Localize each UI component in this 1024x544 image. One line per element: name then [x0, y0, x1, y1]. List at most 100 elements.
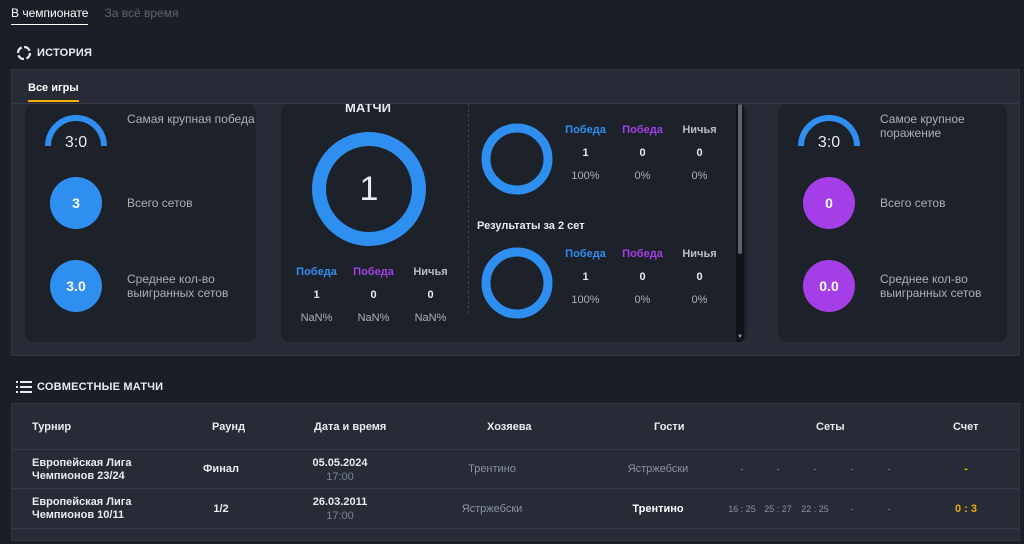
history-tabs: Все игры [12, 70, 1019, 104]
scroll-down-icon[interactable]: ▼ [737, 334, 743, 340]
matches-ring [312, 132, 426, 246]
date: 05.05.2024 [312, 457, 368, 469]
set-score: 16 : 25 [728, 504, 756, 514]
home-team[interactable]: Ястржебски [461, 503, 523, 515]
tournament-line: Чемпионов 10/11 [32, 509, 125, 521]
result-percent: 0% [691, 294, 708, 306]
result-value: 0 [696, 271, 703, 283]
set-score: - [813, 464, 817, 474]
result-header-draw: Ничья [682, 248, 717, 260]
col-round: Раунд [212, 421, 246, 433]
set-score: - [887, 504, 891, 514]
avg-sets-label: Среднее кол-во выигранных сетов [127, 272, 229, 300]
col-tournament: Турнир [32, 421, 72, 433]
biggest-win-gauge: 3:0 [43, 112, 109, 152]
biggest-win-label: Самая крупная победа [127, 112, 255, 126]
total-sets-badge: 3 [50, 177, 102, 229]
joint-matches-title: СОВМЕСТНЫЕ МАТЧИ [37, 381, 164, 393]
time: 17:00 [326, 510, 354, 522]
result-header-draw: Ничья [413, 266, 448, 278]
result-value: 1 [582, 271, 589, 283]
result-percent: NaN% [414, 312, 447, 324]
table-row[interactable]: Европейская Лига Чемпионов 23/24 Финал 0… [12, 450, 1019, 489]
result-header-win-home: Победа [296, 266, 337, 278]
home-team[interactable]: Трентино [468, 463, 516, 475]
result-percent: 0% [634, 170, 651, 182]
biggest-loss-label: Самое крупное поражение [880, 112, 965, 140]
history-heading: ИСТОРИЯ [16, 45, 92, 61]
result-percent: 0% [634, 294, 651, 306]
sets-results-label: Результаты за 2 сет [477, 220, 585, 232]
round-cell: 1/2 [213, 503, 229, 515]
divider [468, 104, 469, 314]
matches-title: МАТЧИ [345, 104, 391, 115]
avg-sets-label: Среднее кол-во выигранных сетов [880, 272, 982, 300]
result-value: 1 [582, 147, 589, 159]
joint-matches-table: Турнир Раунд Дата и время Хозяева Гости … [11, 403, 1020, 541]
avg-sets-badge: 3.0 [50, 260, 102, 312]
result-value: 1 [313, 289, 320, 301]
col-away: Гости [654, 421, 685, 433]
set-score: 25 : 27 [764, 504, 792, 514]
datetime-cell: 26.03.2011 17:00 [290, 495, 390, 523]
result-value: 0 [370, 289, 377, 301]
table-header: Турнир Раунд Дата и время Хозяева Гости … [12, 404, 1019, 450]
result-value: 0 [639, 271, 646, 283]
home-stats-card: 3:0 Самая крупная победа 3 Всего сетов 3… [25, 104, 256, 342]
biggest-loss-gauge: 3:0 [796, 112, 862, 152]
scrollbar-thumb[interactable] [738, 104, 742, 254]
result-header-win-home: Победа [565, 124, 606, 136]
col-home: Хозяева [487, 421, 532, 433]
history-panel: Все игры 3:0 Самая крупная победа 3 Всег… [11, 69, 1020, 356]
total-sets-label: Всего сетов [127, 196, 193, 210]
result-percent: 100% [571, 170, 600, 182]
tab-all-time[interactable]: За всё время [104, 6, 179, 20]
round-cell: Финал [203, 463, 239, 475]
col-sets: Сеты [816, 421, 845, 433]
result-header-draw: Ничья [682, 124, 717, 136]
result-percent: NaN% [357, 312, 390, 324]
result-percent: 100% [571, 294, 600, 306]
tournament-line: Европейская Лига [32, 457, 132, 469]
col-score: Счет [953, 421, 979, 433]
set-score: 22 : 25 [801, 504, 829, 514]
set-score: - [776, 464, 780, 474]
time: 17:00 [326, 471, 354, 483]
tournament-line: Европейская Лига [32, 496, 132, 508]
result-header-win-away: Победа [622, 124, 663, 136]
list-icon [16, 380, 32, 394]
avg-sets-badge: 0.0 [803, 260, 855, 312]
away-team[interactable]: Ястржебски [627, 463, 689, 475]
result-header-win-away: Победа [353, 266, 394, 278]
table-row[interactable]: Европейская Лига Чемпионов 10/11 1/2 26.… [12, 490, 1019, 529]
away-stats-card: 3:0 Самое крупное поражение 0 Всего сето… [778, 104, 1007, 342]
away-team[interactable]: Трентино [632, 503, 684, 515]
set-score: - [887, 464, 891, 474]
scrollbar[interactable]: ▼ [736, 104, 744, 342]
tab-all-games[interactable]: Все игры [28, 82, 79, 102]
result-header-win-away: Победа [622, 248, 663, 260]
tab-in-championship[interactable]: В чемпионате [11, 6, 89, 25]
results-ring-b [481, 247, 553, 319]
joint-matches-heading: СОВМЕСТНЫЕ МАТЧИ [16, 380, 163, 394]
tournament-cell: Европейская Лига Чемпионов 10/11 [32, 496, 131, 522]
tournament-cell: Европейская Лига Чемпионов 23/24 [32, 457, 131, 483]
history-icon [16, 45, 32, 61]
matches-card: МАТЧИ 1 Победа Победа Ничья 1 0 0 NaN% N… [281, 104, 747, 342]
result-percent: NaN% [300, 312, 333, 324]
tournament-line: Чемпионов 23/24 [32, 470, 125, 482]
result-percent: 0% [691, 170, 708, 182]
datetime-cell: 05.05.2024 17:00 [290, 456, 390, 484]
set-score: - [850, 504, 854, 514]
col-datetime: Дата и время [314, 421, 387, 433]
result-value: 0 [639, 147, 646, 159]
result-header-win-home: Победа [565, 248, 606, 260]
results-ring-a [481, 123, 553, 195]
result-value: 0 [696, 147, 703, 159]
history-title: ИСТОРИЯ [37, 47, 93, 59]
total-sets-badge: 0 [803, 177, 855, 229]
set-score: - [740, 464, 744, 474]
results-a: Победа Победа Ничья 1 0 0 100% 0% 0% [557, 124, 728, 182]
set-score: - [850, 464, 854, 474]
biggest-win-value: 3:0 [64, 134, 88, 151]
